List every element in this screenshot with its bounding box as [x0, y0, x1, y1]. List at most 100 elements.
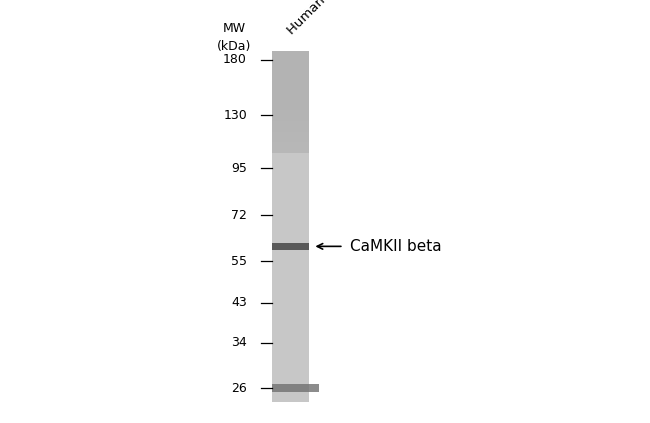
Bar [272, 332, 309, 335]
Bar [272, 184, 309, 188]
Bar [272, 269, 309, 272]
Text: Human brain: Human brain [285, 0, 355, 37]
Bar [272, 370, 309, 374]
Bar [272, 363, 309, 367]
Bar [272, 244, 309, 247]
Bar [272, 233, 309, 237]
Bar [272, 170, 309, 173]
Bar [272, 188, 309, 191]
Bar [272, 385, 318, 392]
Bar [272, 360, 309, 363]
Bar [272, 279, 309, 283]
Bar [272, 163, 309, 167]
Bar [272, 89, 309, 93]
Bar [272, 142, 309, 146]
Bar [272, 202, 309, 205]
Bar [272, 367, 309, 370]
Bar [272, 198, 309, 202]
Bar [272, 300, 309, 304]
Bar [272, 212, 309, 216]
Bar [272, 297, 309, 300]
Bar [272, 307, 309, 310]
Bar [272, 226, 309, 230]
Bar [272, 146, 309, 149]
Bar [272, 384, 309, 388]
Bar [272, 114, 309, 118]
Bar [272, 283, 309, 286]
Text: 130: 130 [223, 109, 247, 122]
Bar [272, 149, 309, 153]
Bar [272, 335, 309, 339]
Bar [272, 395, 309, 398]
Bar [272, 318, 309, 321]
Bar [272, 247, 309, 251]
Bar [272, 251, 309, 254]
Bar [272, 328, 309, 332]
Text: 95: 95 [231, 162, 247, 175]
Bar [272, 124, 309, 128]
Bar [272, 321, 309, 324]
Bar [272, 153, 309, 156]
Text: MW: MW [223, 22, 246, 36]
Bar [272, 356, 309, 360]
Bar [272, 69, 309, 72]
Bar [272, 128, 309, 132]
Bar [272, 391, 309, 395]
Bar [272, 324, 309, 328]
Bar [272, 374, 309, 377]
Bar [272, 230, 309, 233]
Text: CaMKII beta: CaMKII beta [350, 239, 441, 254]
Bar [272, 191, 309, 195]
Bar [272, 381, 309, 384]
Bar [272, 310, 309, 314]
Bar [272, 96, 309, 100]
Text: 34: 34 [231, 336, 247, 349]
Bar [272, 275, 309, 279]
Bar [272, 51, 309, 54]
Bar [272, 156, 309, 159]
Bar [272, 219, 309, 223]
Bar [272, 339, 309, 342]
Bar [272, 293, 309, 297]
Bar [272, 121, 309, 124]
Bar [272, 258, 309, 261]
Bar [272, 346, 309, 349]
Bar [272, 195, 309, 198]
Bar [272, 79, 309, 82]
Bar [272, 223, 309, 226]
Bar [272, 159, 309, 163]
Bar [272, 304, 309, 307]
Bar [272, 61, 309, 65]
Bar [272, 58, 309, 61]
Bar [272, 205, 309, 209]
Bar [272, 243, 309, 250]
Text: (kDa): (kDa) [217, 40, 252, 53]
Bar [272, 167, 309, 170]
Bar [272, 398, 309, 402]
Bar [272, 135, 309, 139]
Bar [272, 93, 309, 96]
Bar [272, 261, 309, 265]
Text: 43: 43 [231, 297, 247, 309]
Bar [272, 75, 309, 79]
Bar [272, 107, 309, 110]
Bar [272, 100, 309, 104]
Bar [272, 265, 309, 269]
Text: 72: 72 [231, 209, 247, 222]
Bar [272, 177, 309, 181]
Bar [272, 173, 309, 177]
Bar [272, 286, 309, 289]
Bar [272, 118, 309, 121]
Text: 55: 55 [231, 255, 247, 268]
Bar [272, 388, 309, 391]
Bar [272, 132, 309, 135]
Bar [272, 349, 309, 353]
Bar [272, 209, 309, 212]
Text: 26: 26 [231, 382, 247, 395]
Bar [272, 54, 309, 58]
Bar [272, 110, 309, 114]
Bar [272, 377, 309, 381]
Bar [272, 86, 309, 89]
Bar [272, 65, 309, 69]
Text: 180: 180 [223, 53, 247, 66]
